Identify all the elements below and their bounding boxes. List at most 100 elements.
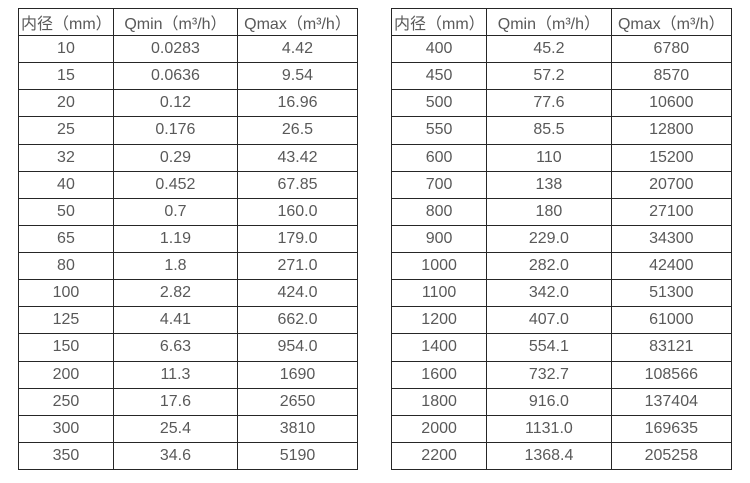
table-cell: 0.7 [112,197,238,226]
flow-range-table-small-diameters: 内径（mm） Qmin（m³/h） Qmax（m³/h） 10 0.0283 4.4… [18,8,359,471]
table-row: 450 57.2 8570 [390,62,733,91]
table-cell: 2.82 [112,279,238,308]
table-cell: 110 [486,143,612,172]
table-cell: 200 [18,360,114,389]
table-cell: 6.63 [112,333,238,362]
table-cell: 205258 [610,441,733,471]
table-row: 200 11.3 1690 [18,360,359,389]
table-row: 150 6.63 954.0 [18,333,359,362]
table-row: 550 85.5 12800 [390,116,733,145]
table-cell: 169635 [610,414,733,443]
table-cell: 2650 [236,387,359,416]
table-cell: 0.0636 [112,62,238,91]
table-cell: 2000 [390,414,488,443]
table-cell: 282.0 [486,251,612,281]
table-cell: 550 [390,116,488,145]
table-row: 40 0.452 67.85 [18,170,359,199]
table-cell: 34300 [610,224,733,254]
table-row: 1600 732.7 108566 [390,360,733,389]
table-cell: 15200 [610,143,733,172]
table-cell: 4.42 [236,34,359,64]
table-cell: 65 [18,224,114,254]
table-cell: 0.29 [112,143,238,172]
table-row: 600 110 15200 [390,143,733,172]
table-cell: 554.1 [486,333,612,362]
table-cell: 5190 [236,441,359,471]
table-row: 1800 916.0 137404 [390,387,733,416]
table-cell: 61000 [610,306,733,335]
table-row: 32 0.29 43.42 [18,143,359,172]
table-cell: 0.12 [112,89,238,118]
table-cell: 150 [18,333,114,362]
table-cell: 42400 [610,251,733,281]
table-cell: 400 [390,34,488,64]
table-row: 125 4.41 662.0 [18,306,359,335]
table-cell: 137404 [610,387,733,416]
table-cell: 34.6 [112,441,238,471]
table-cell: 0.0283 [112,34,238,64]
table-row: 2000 1131.0 169635 [390,414,733,443]
table-cell: 160.0 [236,197,359,226]
table-cell: 11.3 [112,360,238,389]
table-header-row: 内径（mm） Qmin（m³/h） Qmax（m³/h） [390,8,733,36]
table-row: 20 0.12 16.96 [18,89,359,118]
table-cell: 300 [18,414,114,443]
column-header-diameter: 内径（mm） [390,8,488,36]
table-row: 2200 1368.4 205258 [390,441,733,471]
flow-range-table-large-diameters: 内径（mm） Qmin（m³/h） Qmax（m³/h） 400 45.2 6780… [390,8,733,471]
table-cell: 342.0 [486,279,612,308]
table-cell: 2200 [390,441,488,471]
table-cell: 20700 [610,170,733,199]
table-row: 1200 407.0 61000 [390,306,733,335]
table-cell: 6780 [610,34,733,64]
table-cell: 954.0 [236,333,359,362]
table-cell: 8570 [610,62,733,91]
table-cell: 179.0 [236,224,359,254]
table-cell: 12800 [610,116,733,145]
table-row: 800 180 27100 [390,197,733,226]
table-cell: 108566 [610,360,733,389]
table-cell: 16.96 [236,89,359,118]
table-row: 25 0.176 26.5 [18,116,359,145]
table-cell: 85.5 [486,116,612,145]
column-header-qmax: Qmax（m³/h） [610,8,733,36]
table-cell: 9.54 [236,62,359,91]
table-header-row: 内径（mm） Qmin（m³/h） Qmax（m³/h） [18,8,359,36]
table-cell: 10600 [610,89,733,118]
table-cell: 800 [390,197,488,226]
column-header-qmin: Qmin（m³/h） [112,8,238,36]
table-cell: 1.8 [112,251,238,281]
column-header-diameter: 内径（mm） [18,8,114,36]
table-cell: 1000 [390,251,488,281]
table-row: 80 1.8 271.0 [18,251,359,281]
table-cell: 0.452 [112,170,238,199]
table-cell: 700 [390,170,488,199]
table-cell: 450 [390,62,488,91]
table-cell: 51300 [610,279,733,308]
table-row: 900 229.0 34300 [390,224,733,254]
table-cell: 1368.4 [486,441,612,471]
table-cell: 732.7 [486,360,612,389]
table-cell: 3810 [236,414,359,443]
table-cell: 424.0 [236,279,359,308]
table-row: 700 138 20700 [390,170,733,199]
table-row: 1100 342.0 51300 [390,279,733,308]
table-cell: 4.41 [112,306,238,335]
table-cell: 600 [390,143,488,172]
table-cell: 1800 [390,387,488,416]
table-cell: 1131.0 [486,414,612,443]
table-row: 50 0.7 160.0 [18,197,359,226]
table-cell: 15 [18,62,114,91]
table-cell: 57.2 [486,62,612,91]
table-cell: 916.0 [486,387,612,416]
table-cell: 17.6 [112,387,238,416]
table-cell: 27100 [610,197,733,226]
table-cell: 500 [390,89,488,118]
table-cell: 25 [18,116,114,145]
table-cell: 229.0 [486,224,612,254]
table-cell: 40 [18,170,114,199]
table-cell: 25.4 [112,414,238,443]
table-cell: 10 [18,34,114,64]
table-row: 350 34.6 5190 [18,441,359,471]
